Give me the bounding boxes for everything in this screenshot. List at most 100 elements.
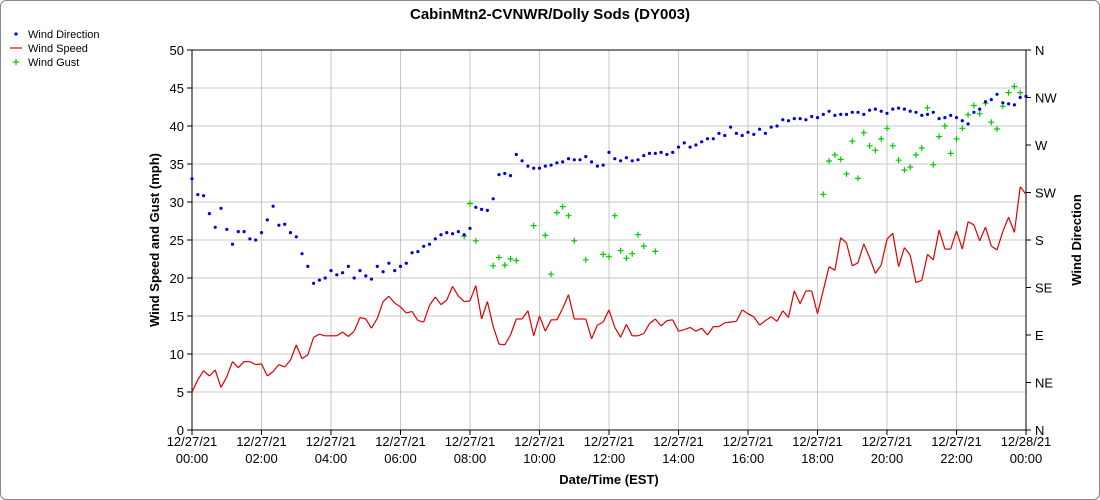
y-tick-label: 25 [170, 233, 184, 248]
wind-direction-point [862, 112, 866, 116]
wind-speed-segment [782, 310, 789, 318]
wind-direction-point [566, 157, 571, 161]
x-tick-time: 02:00 [245, 451, 278, 466]
wind-speed-segment [840, 237, 847, 244]
wind-speed-segment [967, 221, 975, 226]
wind-speed-segment [776, 310, 784, 322]
wind-gust-point [496, 254, 502, 261]
wind-speed-segment [898, 247, 905, 267]
wind-speed-segment [504, 334, 512, 346]
wind-direction-point [549, 163, 553, 167]
wind-direction-point [775, 124, 779, 128]
wind-speed-segment [955, 230, 963, 250]
wind-direction-point [323, 276, 327, 280]
wind-direction-point [381, 270, 385, 274]
wind-speed-segment [284, 359, 291, 368]
wind-speed-segment [464, 300, 471, 303]
wind-speed-segment [400, 306, 407, 314]
wind-gust-point [976, 110, 983, 117]
wind-direction-point [294, 235, 298, 239]
wind-direction-point [398, 264, 403, 268]
y-axis-label: Wind Speed and Gust (mph) [147, 153, 162, 327]
wind-direction-point [810, 114, 814, 119]
wind-direction-point [630, 159, 634, 163]
wind-gust-point [849, 138, 856, 145]
wind-direction-point [885, 111, 889, 115]
y2-tick-label: N [1035, 43, 1044, 58]
y2-tick-label: SW [1035, 186, 1057, 201]
wind-gust-series [461, 83, 1024, 278]
wind-direction-point [717, 131, 721, 135]
wind-direction-point [856, 110, 860, 114]
wind-gust-point [959, 125, 966, 132]
wind-direction-point [329, 269, 333, 273]
wind-direction-point [491, 197, 495, 201]
wind-direction-point [972, 110, 976, 114]
wind-gust-point [513, 257, 520, 264]
wind-direction-point [219, 206, 223, 210]
wind-direction-point [1024, 94, 1028, 98]
wind-direction-point [590, 160, 594, 164]
wind-direction-point [943, 116, 947, 120]
wind-speed-segment [538, 315, 546, 332]
wind-direction-point [960, 119, 964, 123]
wind-direction-point [763, 131, 768, 135]
wind-gust-point [855, 175, 861, 182]
wind-speed-segment [249, 361, 256, 366]
wind-speed-segment [799, 290, 807, 305]
wind-speed-segment [984, 226, 992, 247]
wind-direction-point [213, 225, 217, 229]
wind-direction-point [352, 276, 356, 280]
wind-direction-point [711, 137, 715, 141]
wind-direction-point [514, 152, 518, 157]
wind-direction-point [404, 261, 408, 265]
wind-speed-segment [481, 301, 488, 320]
wind-speed-segment [452, 286, 459, 297]
wind-speed-segment [429, 296, 436, 306]
y2-tick-label: S [1035, 233, 1044, 248]
wind-gust-point [606, 253, 612, 260]
wind-direction-point [850, 110, 854, 114]
wind-gust-point [953, 135, 960, 142]
wind-speed-segment [411, 311, 419, 321]
wind-speed-segment [730, 320, 737, 323]
wind-gust-point [941, 123, 948, 129]
wind-speed-segment [457, 295, 465, 303]
wind-direction-point [983, 100, 988, 104]
x-tick-date: 12/27/21 [236, 434, 287, 449]
legend: Wind Direction Wind Speed Wind Gust [10, 29, 100, 69]
wind-speed-segment [828, 266, 836, 271]
wind-direction-point [410, 251, 414, 255]
wind-direction-point [688, 145, 692, 149]
wind-speed-segment [654, 318, 662, 327]
wind-direction-point [844, 112, 849, 116]
wind-direction-point [462, 233, 466, 237]
wind-gust-point [548, 271, 555, 278]
wind-speed-segment [695, 327, 702, 332]
wind-direction-point [543, 164, 547, 168]
wind-speed-segment [585, 318, 593, 339]
wind-speed-segment [909, 255, 917, 283]
legend-speed-label: Wind Speed [28, 43, 88, 55]
wind-direction-point [1018, 95, 1022, 100]
wind-speed-segment [597, 321, 604, 326]
wind-gust-point [571, 237, 578, 244]
wind-gust-point [542, 232, 549, 239]
wind-gust-point [652, 248, 659, 255]
x-tick-date: 12/28/21 [1001, 434, 1052, 449]
wind-speed-segment [388, 295, 396, 304]
y-tick-label: 45 [170, 81, 184, 96]
wind-direction-point [995, 92, 999, 96]
wind-direction-point [346, 264, 350, 268]
wind-speed-segment [562, 294, 570, 309]
wind-direction-point [468, 226, 472, 230]
wind-gust-point [565, 212, 572, 219]
wind-speed-segment [950, 230, 958, 250]
wind-direction-point [676, 145, 681, 149]
wind-gust-point [640, 243, 647, 250]
wind-direction-point [572, 158, 576, 162]
wind-gust-point [629, 250, 636, 257]
wind-speed-segment [237, 361, 245, 369]
wind-direction-point [422, 244, 426, 248]
